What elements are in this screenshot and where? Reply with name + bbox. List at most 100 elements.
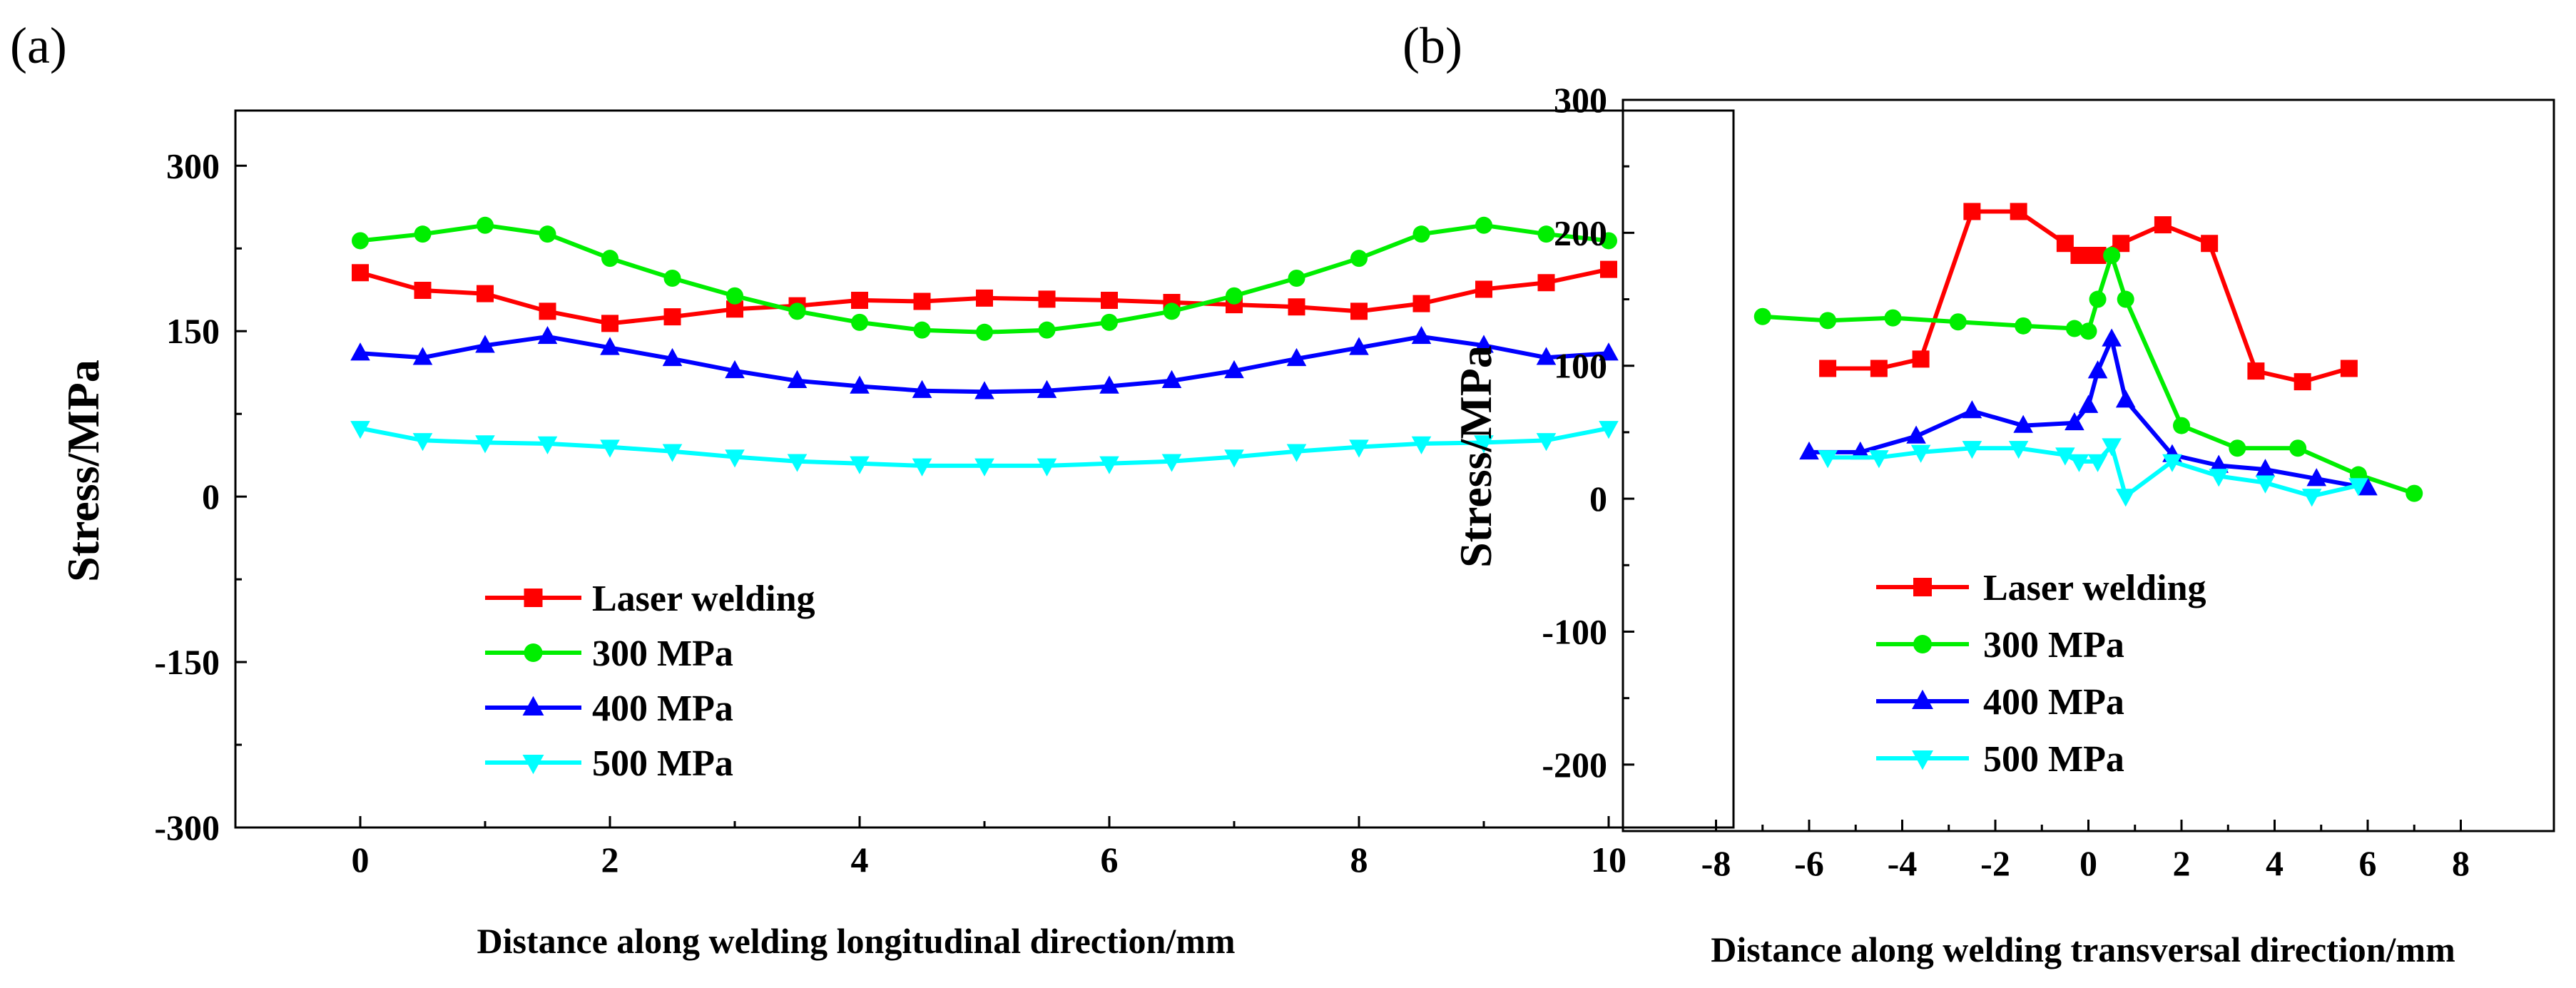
data-point-400-mpa-b (2078, 394, 2099, 413)
legend-label-500-mpa: 500 MPa (1983, 739, 2124, 780)
x-tick-label-a: 4 (851, 840, 869, 880)
x-tick-label-b: 2 (2173, 843, 2191, 883)
x-axis-title-b: Distance along welding transversal direc… (1711, 930, 2455, 969)
data-point-laser-welding-a (976, 289, 993, 307)
data-point-500-mpa-a (537, 436, 558, 454)
x-tick-label-b: -2 (1980, 843, 2010, 883)
data-point-500-mpa-a (1349, 439, 1369, 458)
x-tick-label-b: -8 (1701, 843, 1731, 883)
data-point-400-mpa-b (2306, 468, 2327, 487)
data-point-500-mpa-a (1224, 449, 1244, 468)
x-tick-label-a: 0 (352, 840, 370, 880)
data-point-500-mpa-a (1161, 454, 1182, 472)
data-point-300-mpa-b (2173, 417, 2190, 434)
data-point-400-mpa-a (725, 360, 745, 379)
data-point-300-mpa-a (1101, 313, 1118, 331)
series-laser-welding-b (1819, 203, 2358, 391)
legend-marker-laser-welding (524, 589, 543, 607)
y-axis-title-a: Stress/MPa (58, 360, 108, 582)
data-point-500-mpa-b (1962, 441, 1982, 459)
data-point-300-mpa-a (663, 270, 681, 287)
data-point-laser-welding-b (1819, 360, 1837, 377)
data-point-500-mpa-a (1037, 458, 1057, 477)
data-point-400-mpa-a (1349, 337, 1369, 355)
data-point-300-mpa-b (2089, 290, 2107, 308)
series-400-mpa-a (350, 325, 1619, 399)
data-point-laser-welding-b (2201, 235, 2219, 253)
data-point-400-mpa-a (537, 325, 558, 345)
data-point-400-mpa-b (1850, 441, 1870, 460)
x-tick-label-b: -4 (1888, 843, 1918, 883)
y-tick-label-b: -200 (1542, 745, 1607, 785)
data-point-laser-welding-b (2154, 216, 2172, 234)
legend-marker-500-mpa (1912, 750, 1933, 770)
data-point-400-mpa-a (1411, 325, 1432, 345)
legend-item-500-mpa-b: 500 MPa (1876, 739, 2124, 780)
legend-marker-400-mpa (1912, 689, 1933, 710)
data-point-400-mpa-a (1037, 380, 1057, 398)
data-point-500-mpa-a (1536, 433, 1557, 452)
data-point-laser-welding-a (601, 315, 618, 332)
data-point-laser-welding-a (1288, 298, 1305, 316)
data-point-400-mpa-a (1536, 347, 1557, 365)
data-point-300-mpa-b (2103, 247, 2121, 265)
x-tick-label-a: 6 (1101, 840, 1119, 880)
data-point-300-mpa-b (2289, 439, 2307, 457)
legend-item-300-mpa-b: 300 MPa (1876, 625, 2124, 666)
data-point-400-mpa-b (1906, 425, 1926, 444)
legend-item-laser-welding-a: Laser welding (485, 579, 815, 619)
data-point-500-mpa-b (2209, 469, 2229, 487)
data-point-300-mpa-b (2079, 322, 2097, 340)
data-point-300-mpa-b (2065, 320, 2083, 337)
data-point-400-mpa-b (2087, 360, 2108, 379)
data-point-500-mpa-a (912, 458, 932, 477)
legend-label-laser-welding: Laser welding (592, 579, 815, 619)
data-point-500-mpa-b (2087, 454, 2108, 472)
y-tick-label-b: 300 (1554, 80, 1607, 120)
y-tick-label-a: -150 (154, 642, 220, 682)
data-point-300-mpa-a (1412, 225, 1430, 243)
legend-item-400-mpa-a: 400 MPa (485, 688, 733, 729)
data-point-laser-welding-a (352, 264, 369, 282)
chart-b: (b) -8 -6 -4 -2 0 2 4 6 8 300 200 100 0 -100 -200 Lase… (1402, 17, 2555, 969)
data-point-500-mpa-b (2255, 475, 2276, 494)
x-tick-label-b: 8 (2452, 843, 2470, 883)
series-400-mpa-b (1799, 328, 2378, 496)
legend-marker-300-mpa (1913, 635, 1932, 653)
data-point-500-mpa-b (2348, 478, 2368, 496)
data-point-400-mpa-a (912, 380, 932, 398)
data-point-500-mpa-a (1286, 444, 1307, 462)
data-point-400-mpa-a (787, 370, 808, 389)
data-point-300-mpa-a (788, 302, 806, 320)
data-point-300-mpa-a (1537, 225, 1555, 243)
data-point-300-mpa-b (1884, 309, 1902, 327)
data-point-500-mpa-b (1869, 450, 1889, 469)
legend-label-laser-welding: Laser welding (1983, 568, 2206, 608)
legend-marker-laser-welding (1913, 578, 1932, 596)
legend-label-400-mpa: 400 MPa (1983, 682, 2124, 723)
data-point-300-mpa-a (1163, 302, 1181, 320)
y-tick-label-a: 300 (166, 146, 220, 185)
data-point-400-mpa-a (412, 347, 433, 365)
data-point-laser-welding-a (913, 292, 931, 310)
data-point-300-mpa-b (1949, 313, 1967, 331)
data-point-500-mpa-b (2055, 447, 2075, 466)
data-point-300-mpa-a (414, 225, 432, 243)
legend-item-400-mpa-b: 400 MPa (1876, 682, 2124, 723)
data-point-400-mpa-b (2115, 389, 2136, 408)
data-point-500-mpa-b (1818, 450, 1838, 469)
y-tick-label-b: 0 (1589, 479, 1607, 519)
x-tick-label-a: 2 (601, 840, 619, 880)
data-point-laser-welding-a (539, 302, 556, 320)
legend-label-300-mpa: 300 MPa (1983, 625, 2124, 666)
legend-item-300-mpa-a: 300 MPa (485, 633, 733, 674)
data-point-laser-welding-a (1475, 280, 1492, 298)
x-tick-label-b: -6 (1794, 843, 1824, 883)
data-point-300-mpa-a (976, 323, 993, 341)
series-300-mpa-a (352, 216, 1617, 341)
series-500-mpa-b (1818, 438, 2368, 507)
data-point-500-mpa-b (2115, 489, 2136, 507)
data-point-500-mpa-b (1910, 444, 1931, 463)
data-point-500-mpa-b (2069, 454, 2089, 472)
